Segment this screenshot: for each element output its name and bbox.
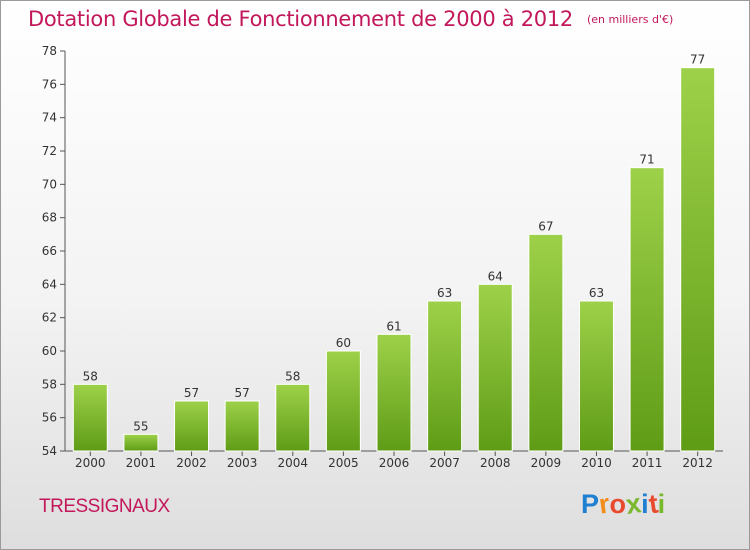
chart-title: Dotation Globale de Fonctionnement de 20… <box>28 7 573 31</box>
y-tick-label: 66 <box>42 244 57 258</box>
logo-letter: i <box>641 489 649 519</box>
y-tick-label: 78 <box>42 44 57 58</box>
y-tick-label: 72 <box>42 144 57 158</box>
data-label: 61 <box>386 319 401 333</box>
y-tick-label: 54 <box>42 444 57 458</box>
y-tick-label: 76 <box>42 77 57 91</box>
data-label: 64 <box>488 269 503 283</box>
bar <box>224 400 260 452</box>
y-tick-label: 58 <box>42 377 57 391</box>
data-label: 58 <box>83 369 98 383</box>
bar <box>629 167 665 452</box>
y-tick-label: 70 <box>42 177 57 191</box>
logo-letter: i <box>657 489 666 519</box>
x-tick-label: 2011 <box>632 456 663 470</box>
data-label: 58 <box>285 369 300 383</box>
bar <box>528 233 564 452</box>
bar <box>72 383 108 452</box>
bars <box>72 67 716 452</box>
x-tick-label: 2005 <box>328 456 359 470</box>
x-tick-label: 2001 <box>126 456 157 470</box>
y-tick-label: 64 <box>42 277 57 291</box>
proxiti-logo[interactable]: Proxiti <box>581 488 691 525</box>
bar <box>275 383 311 452</box>
y-tick-label: 68 <box>42 211 57 225</box>
data-label: 57 <box>235 386 250 400</box>
axes: 54 56 58 60 62 64 66 68 70 72 74 76 78 2000 2001 2002 20… <box>42 44 723 470</box>
data-label: 71 <box>639 153 654 167</box>
data-label: 77 <box>690 53 705 67</box>
x-tick-label: 2000 <box>75 456 106 470</box>
x-tick-label: 2007 <box>429 456 460 470</box>
x-tick-label: 2003 <box>227 456 258 470</box>
x-tick-label: 2002 <box>176 456 207 470</box>
commune-name: TRESSIGNAUX <box>39 496 170 517</box>
bar <box>680 67 716 452</box>
data-label: 67 <box>538 219 553 233</box>
data-label: 63 <box>589 286 604 300</box>
bar <box>477 283 513 452</box>
y-tick-label: 56 <box>42 411 57 425</box>
chart-title-block: Dotation Globale de Fonctionnement de 20… <box>28 7 673 31</box>
y-tick-label: 74 <box>42 111 57 125</box>
data-label: 57 <box>184 386 199 400</box>
x-tick-label: 2012 <box>682 456 713 470</box>
logo-letter: o <box>609 489 627 519</box>
data-label: 60 <box>336 336 351 350</box>
chart-subtitle: (en milliers d'€) <box>586 13 674 26</box>
y-tick-label: 62 <box>42 311 57 325</box>
data-label: 55 <box>133 419 148 433</box>
x-tick-label: 2006 <box>379 456 410 470</box>
logo-letter: P <box>581 489 600 519</box>
bar <box>174 400 210 452</box>
bar <box>427 300 463 452</box>
data-label: 63 <box>437 286 452 300</box>
bar <box>578 300 614 452</box>
x-tick-label: 2010 <box>581 456 612 470</box>
data-labels: 58 55 57 57 58 60 61 63 64 67 63 71 77 <box>83 53 706 434</box>
y-tick-label: 60 <box>42 344 57 358</box>
x-tick-label: 2004 <box>277 456 308 470</box>
bar <box>376 333 412 452</box>
bar <box>325 350 361 452</box>
x-tick-label: 2008 <box>480 456 511 470</box>
x-tick-label: 2009 <box>531 456 562 470</box>
bar <box>123 433 159 452</box>
